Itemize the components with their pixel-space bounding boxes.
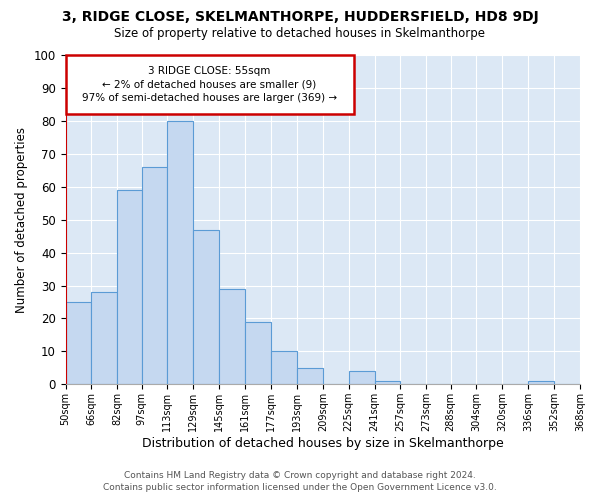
X-axis label: Distribution of detached houses by size in Skelmanthorpe: Distribution of detached houses by size … [142, 437, 503, 450]
Bar [91, 292, 117, 384]
Bar [349, 371, 374, 384]
Bar [193, 230, 219, 384]
Bar [219, 289, 245, 384]
Text: 3 RIDGE CLOSE: 55sqm
← 2% of detached houses are smaller (9)
97% of semi-detache: 3 RIDGE CLOSE: 55sqm ← 2% of detached ho… [82, 66, 337, 103]
Bar [297, 368, 323, 384]
Bar [142, 167, 167, 384]
Y-axis label: Number of detached properties: Number of detached properties [15, 126, 28, 312]
Bar [245, 322, 271, 384]
FancyBboxPatch shape [65, 55, 353, 114]
Bar [374, 381, 400, 384]
Text: Contains public sector information licensed under the Open Government Licence v3: Contains public sector information licen… [103, 484, 497, 492]
Bar [117, 190, 142, 384]
Text: Contains HM Land Registry data © Crown copyright and database right 2024.: Contains HM Land Registry data © Crown c… [124, 471, 476, 480]
Bar [167, 121, 193, 384]
Bar [65, 302, 91, 384]
Bar [528, 381, 554, 384]
Text: Size of property relative to detached houses in Skelmanthorpe: Size of property relative to detached ho… [115, 28, 485, 40]
Bar [271, 352, 297, 384]
Text: 3, RIDGE CLOSE, SKELMANTHORPE, HUDDERSFIELD, HD8 9DJ: 3, RIDGE CLOSE, SKELMANTHORPE, HUDDERSFI… [62, 10, 538, 24]
